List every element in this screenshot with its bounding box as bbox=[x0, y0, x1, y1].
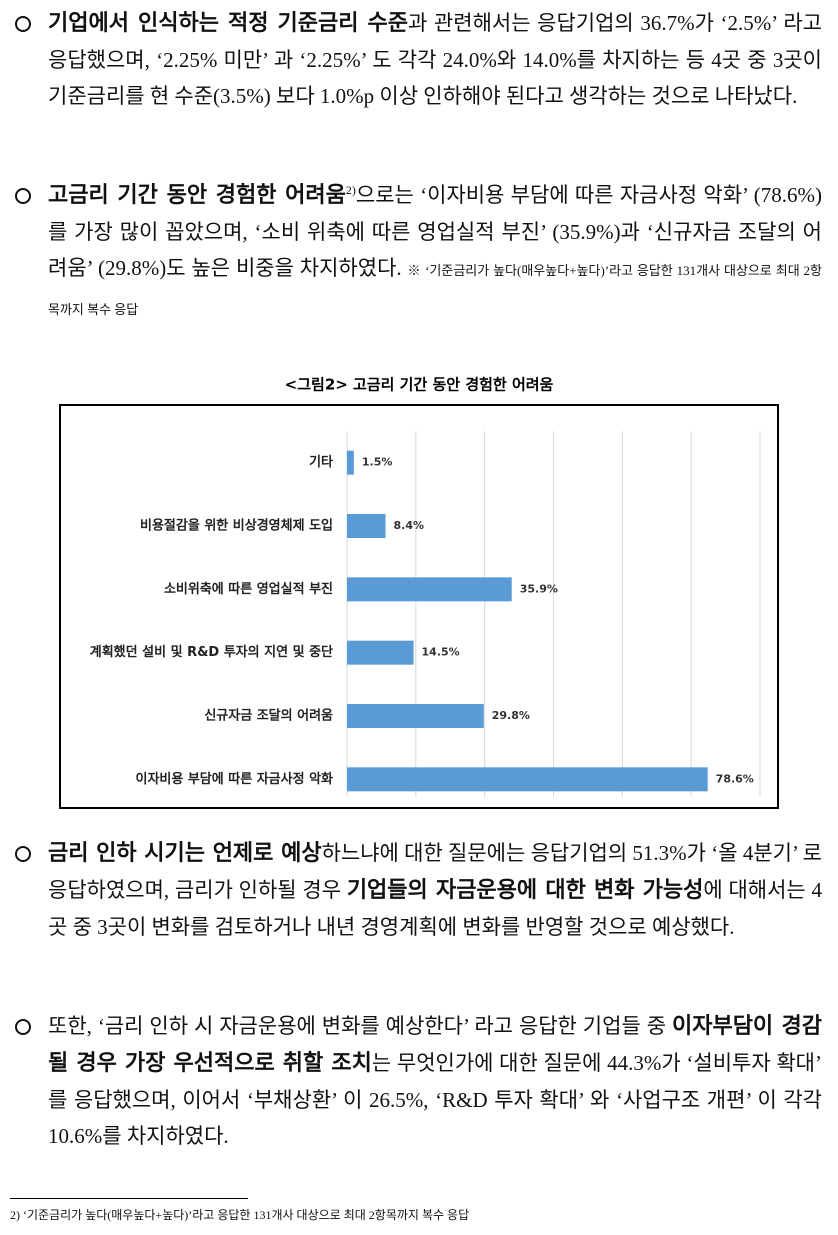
category-label: 기타 bbox=[309, 454, 333, 470]
category-label: 신규자금 조달의 어려움 bbox=[204, 708, 333, 724]
footnote: 2) ‘기준금리가 높다(매우높다+높다)’라고 응답한 131개사 대상으로 … bbox=[10, 1208, 470, 1222]
bar bbox=[347, 640, 414, 665]
value-label: 29.8% bbox=[492, 709, 530, 722]
text: 으로는 ‘이자비용 부담에 따른 자금사정 악화’ (78.6%)를 가장 많이… bbox=[48, 183, 822, 280]
bar bbox=[347, 514, 386, 538]
paragraph: 고금리 기간 동안 경험한 어려움2)으로는 ‘이자비용 부담에 따른 자금사정… bbox=[15, 177, 822, 328]
bold-text: 금리 인하 시기는 언제로 예상 bbox=[48, 841, 322, 866]
chart: <그림2> 고금리 기간 동안 경험한 어려움 기타 1.5% 비용절감을 위한 비… bbox=[59, 376, 779, 809]
note-text: ※ ‘기준금리가 높다(매우높다+높다)’라고 응답한 131개사 대상으로 최… bbox=[48, 263, 822, 317]
bar bbox=[347, 767, 708, 792]
category-label: 비용절감을 위한 비상경영체제 도입 bbox=[140, 518, 333, 534]
chart-frame bbox=[59, 404, 779, 809]
footnote-rule bbox=[10, 1198, 248, 1199]
value-label: 14.5% bbox=[422, 646, 460, 659]
paragraph: 또한, ‘금리 인하 시 자금운용에 변화를 예상한다’ 라고 응답한 기업들 … bbox=[15, 1008, 822, 1154]
paragraph: 기업에서 인식하는 적정 기준금리 수준과 관련해서는 응답기업의 36.7%가… bbox=[15, 5, 822, 114]
bold-text: 기업들의 자금운용에 대한 변화 가능성 bbox=[346, 878, 704, 903]
text: 과 관련해서는 응답기업의 36.7%가 ‘2.5%’ 라고 응답했으며, ‘2… bbox=[48, 11, 822, 108]
text: 에 대해서는 4곳 중 3곳이 변화를 검토하거나 내년 경영계획에 변화를 반… bbox=[48, 878, 822, 939]
text: 하느냐에 대한 질문에는 응답기업의 51.3%가 ‘올 4분기’ 로 응답하였… bbox=[48, 841, 822, 902]
bold-text: 고금리 기간 동안 경험한 어려움 bbox=[48, 183, 346, 208]
category-label: 이자비용 부담에 따른 자금사정 악화 bbox=[135, 771, 333, 787]
category-label: 소비위축에 따른 영업실적 부진 bbox=[164, 581, 333, 597]
value-label: 1.5% bbox=[362, 456, 393, 469]
bar bbox=[347, 577, 512, 602]
category-label: 계획했던 설비 및 R&D 투자의 지연 및 중단 bbox=[90, 644, 333, 660]
bar bbox=[347, 704, 484, 728]
text: 또한, ‘금리 인하 시 자금운용에 변화를 예상한다’ 라고 응답한 기업들 … bbox=[48, 1014, 672, 1038]
value-label: 78.6% bbox=[716, 772, 754, 785]
footnote-ref: 2) bbox=[345, 183, 356, 197]
bold-text: 이자부담이 경감될 경우 가장 우선적으로 취할 조치 bbox=[48, 1014, 822, 1076]
chart-title: <그림2> 고금리 기간 동안 경험한 어려움 bbox=[285, 376, 554, 394]
text: 는 무엇인가에 대한 질문에 44.3%가 ‘설비투자 확대’ 를 응답했으며,… bbox=[48, 1051, 822, 1148]
paragraph: 금리 인하 시기는 언제로 예상하느냐에 대한 질문에는 응답기업의 51.3%… bbox=[15, 835, 822, 945]
bold-text: 기업에서 인식하는 적정 기준금리 수준 bbox=[48, 11, 408, 36]
value-label: 8.4% bbox=[394, 519, 425, 532]
bar bbox=[347, 450, 354, 475]
value-label: 35.9% bbox=[520, 582, 558, 595]
